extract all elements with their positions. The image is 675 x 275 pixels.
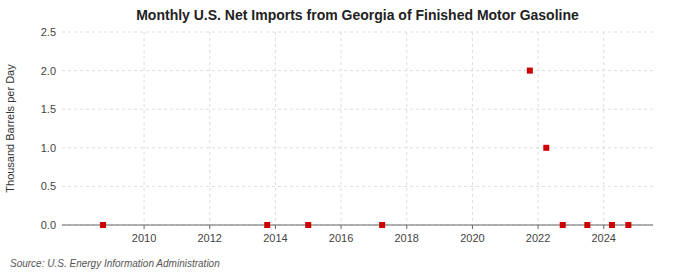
x-grid-line (406, 32, 407, 225)
point (264, 222, 270, 228)
y-tick-label: 2.5 (41, 26, 56, 38)
x-grid-line (275, 32, 276, 225)
x-tick-label: 2012 (198, 232, 222, 244)
x-tick-label: 2022 (526, 232, 550, 244)
y-grid-line (62, 32, 653, 33)
x-tick (341, 225, 342, 229)
x-grid-line (209, 32, 210, 225)
x-grid-line (603, 32, 604, 225)
y-grid-line (62, 70, 653, 71)
point (625, 222, 631, 228)
x-tick-label: 2014 (263, 232, 287, 244)
grid (62, 32, 653, 225)
title: Monthly U.S. Net Imports from Georgia of… (136, 7, 579, 23)
x-tick (406, 225, 407, 229)
y-tick-label: 0.0 (41, 219, 56, 231)
x-tick (209, 225, 210, 229)
x-tick (144, 225, 145, 229)
y-tick-label: 2.0 (41, 65, 56, 77)
point (584, 222, 590, 228)
page: {"chart_data": { "type": "scatter", "tit… (0, 0, 675, 275)
y-tick-label: 0.5 (41, 180, 56, 192)
x-grid-line (538, 32, 539, 225)
x-tick (603, 225, 604, 229)
x-grid-line (144, 32, 145, 225)
point (609, 222, 615, 228)
point (527, 68, 533, 74)
y-axis-label: Thousand Barrels per Day (4, 64, 16, 193)
x-tick-label: 2016 (329, 232, 353, 244)
x-tick (472, 225, 473, 229)
x-tick-label: 2024 (592, 232, 616, 244)
y-tick-label: 1.5 (41, 103, 56, 115)
x-tick-label: 2010 (132, 232, 156, 244)
x-grid-line (341, 32, 342, 225)
background (0, 0, 675, 275)
x-grid-line (472, 32, 473, 225)
y-grid-line (62, 186, 653, 187)
y-grid-line (62, 109, 653, 110)
chart-svg: Monthly U.S. Net Imports from Georgia of… (0, 0, 675, 275)
point (560, 222, 566, 228)
y-grid-line (62, 147, 653, 148)
x-tick (538, 225, 539, 229)
y-tick-label: 1.0 (41, 142, 56, 154)
x-tick (275, 225, 276, 229)
point (379, 222, 385, 228)
x-tick-label: 2020 (460, 232, 484, 244)
source-note: Source: U.S. Energy Information Administ… (10, 258, 220, 269)
point (305, 222, 311, 228)
chart-container: Monthly U.S. Net Imports from Georgia of… (0, 0, 675, 275)
x-tick-label: 2018 (395, 232, 419, 244)
points (100, 68, 631, 228)
point (100, 222, 106, 228)
point (543, 145, 549, 151)
